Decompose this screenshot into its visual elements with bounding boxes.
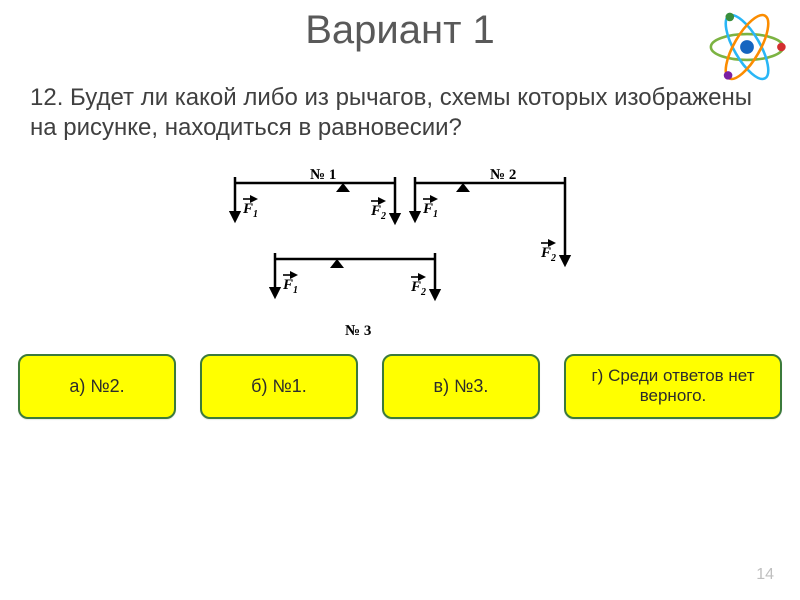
svg-text:№ 2: № 2 — [490, 167, 516, 183]
svg-text:F2: F2 — [540, 245, 556, 264]
page-title: Вариант 1 — [0, 0, 800, 53]
svg-text:F1: F1 — [422, 201, 438, 220]
svg-text:F1: F1 — [242, 201, 258, 220]
answer-a[interactable]: а) №2. — [18, 354, 176, 419]
answer-v[interactable]: в) №3. — [382, 354, 540, 419]
atom-icon — [704, 4, 790, 95]
question-body: Будет ли какой либо из рычагов, схемы ко… — [30, 84, 752, 141]
levers-diagram: № 1 F1 F2 № 2 F1 F2 № 3 F1 F2 — [0, 161, 800, 336]
svg-text:№ 1: № 1 — [310, 167, 336, 183]
svg-text:F1: F1 — [282, 277, 298, 296]
answer-g[interactable]: г) Среди ответов нет верного. — [564, 354, 782, 419]
question-text: 12. Будет ли какой либо из рычагов, схем… — [0, 53, 800, 153]
question-number: 12. — [30, 84, 63, 111]
answers-row: а) №2. б) №1. в) №3. г) Среди ответов не… — [0, 354, 800, 419]
page-number: 14 — [756, 566, 774, 584]
svg-text:F2: F2 — [410, 279, 426, 298]
svg-text:№ 3: № 3 — [345, 323, 371, 336]
svg-text:F2: F2 — [370, 203, 386, 222]
answer-b[interactable]: б) №1. — [200, 354, 358, 419]
